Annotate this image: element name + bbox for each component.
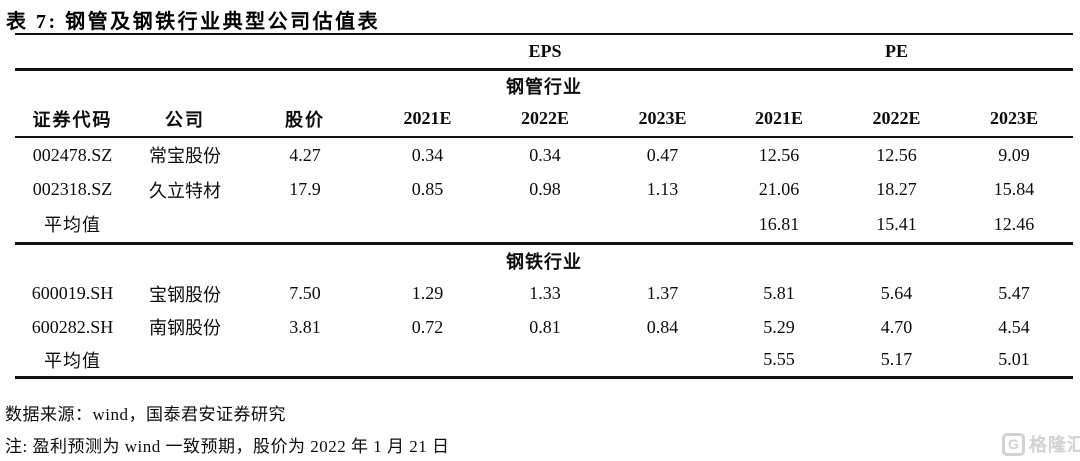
cell-price: 7.50 [289, 283, 321, 303]
cell-eps-2023e: 1.13 [646, 179, 679, 199]
col-header-pe-2022e: 2022E [838, 101, 956, 138]
section-title-pipe: 钢管行业 [506, 76, 582, 97]
gelonghui-logo-text: 格隆汇 [1029, 435, 1080, 455]
average-label: 平均值 [15, 207, 130, 245]
cell-price: 4.27 [289, 144, 321, 165]
avg-pe-2023e: 12.46 [955, 207, 1074, 245]
col-header-eps-2022e: 2022E [485, 101, 605, 138]
cell-company: 常宝股份 [149, 146, 221, 166]
cell-price: 17.9 [289, 179, 321, 199]
avg-pe-2022e: 15.41 [838, 207, 956, 245]
avg-pe-2021e: 5.55 [720, 344, 839, 379]
column-header-row: 证券代码 公司 股价 2021E 2022E 2023E 2021E 2022E… [15, 101, 1074, 138]
cell-eps-2023e: 0.84 [646, 316, 679, 337]
cell-company: 宝钢股份 [149, 284, 221, 305]
gelonghui-watermark: G 格隆汇 [1002, 431, 1080, 457]
section-title-steel: 钢铁行业 [506, 251, 582, 272]
cell-pe-2022e: 12.56 [876, 144, 917, 165]
cell-pe-2023e: 9.09 [998, 144, 1030, 165]
cell-company: 南钢股份 [149, 318, 221, 338]
table-row: 002478.SZ 常宝股份 4.27 0.34 0.34 0.47 12.56… [15, 137, 1073, 172]
col-header-eps-2023e: 2023E [605, 101, 721, 138]
cell-eps-2022e: 0.98 [529, 179, 561, 199]
avg-pe-2023e: 5.01 [955, 344, 1074, 379]
average-label: 平均值 [15, 344, 130, 379]
group-header-eps: EPS [370, 34, 721, 71]
cell-eps-2021e: 0.72 [411, 316, 444, 337]
group-header-pe: PE [720, 34, 1074, 71]
footnote: 注: 盈利预测为 wind 一致预期，股价为 2022 年 1 月 21 日 [5, 437, 450, 456]
cell-eps-2023e: 0.47 [646, 144, 679, 165]
group-header-spacer [15, 34, 370, 71]
cell-code: 002478.SZ [32, 144, 113, 165]
cell-eps-2022e: 0.81 [529, 316, 561, 337]
cell-eps-2021e: 0.34 [411, 144, 444, 165]
group-header-row: EPS PE [15, 34, 1074, 71]
data-source-note: 数据来源：wind，国泰君安证券研究 [5, 405, 286, 424]
cell-pe-2021e: 5.81 [763, 283, 795, 303]
table-row: 002318.SZ 久立特材 17.9 0.85 0.98 1.13 21.06… [15, 172, 1073, 207]
cell-eps-2022e: 0.34 [529, 144, 561, 165]
avg-pe-2022e: 5.17 [838, 344, 956, 379]
table-title: 表 7: 钢管及钢铁行业典型公司估值表 [6, 11, 381, 33]
cell-eps-2021e: 1.29 [411, 283, 444, 303]
col-header-pe-2023e: 2023E [955, 101, 1074, 138]
cell-pe-2023e: 4.54 [998, 316, 1030, 337]
cell-pe-2022e: 5.64 [880, 283, 913, 303]
cell-pe-2022e: 4.70 [880, 316, 913, 337]
average-row: 平均值 5.55 5.17 5.01 [15, 344, 1074, 379]
cell-eps-2022e: 1.33 [529, 283, 561, 303]
cell-pe-2021e: 12.56 [758, 144, 800, 165]
cell-pe-2022e: 18.27 [876, 179, 917, 199]
col-header-price: 股价 [240, 101, 370, 138]
col-header-code: 证券代码 [15, 101, 130, 138]
cell-pe-2023e: 15.84 [993, 179, 1035, 199]
section-header-row-steel: 钢铁行业 [15, 243, 1073, 277]
cell-price: 3.81 [289, 316, 321, 337]
cell-eps-2023e: 1.37 [646, 283, 679, 303]
col-header-pe-2021e: 2021E [720, 101, 839, 138]
table-row: 600282.SH 南钢股份 3.81 0.72 0.81 0.84 5.29 … [15, 310, 1073, 344]
table-row: 600019.SH 宝钢股份 7.50 1.29 1.33 1.37 5.81 … [15, 277, 1073, 310]
cell-pe-2023e: 5.47 [998, 283, 1030, 303]
cell-code: 600282.SH [31, 316, 114, 337]
valuation-table: EPS PE 钢管行业 证券代码 公司 股价 2021E 2022E 2023E… [15, 33, 1074, 379]
average-row: 平均值 16.81 15.41 12.46 [15, 207, 1074, 245]
col-header-company: 公司 [130, 101, 240, 138]
avg-pe-2021e: 16.81 [720, 207, 839, 245]
cell-company: 久立特材 [149, 180, 221, 201]
cell-code: 600019.SH [31, 283, 114, 303]
col-header-eps-2021e: 2021E [370, 101, 485, 138]
cell-pe-2021e: 5.29 [763, 316, 795, 337]
gelonghui-logo-icon: G [1002, 432, 1025, 456]
cell-pe-2021e: 21.06 [758, 179, 800, 199]
section-header-row-pipe: 钢管行业 [15, 69, 1073, 101]
cell-code: 002318.SZ [32, 179, 113, 199]
cell-eps-2021e: 0.85 [411, 179, 444, 199]
